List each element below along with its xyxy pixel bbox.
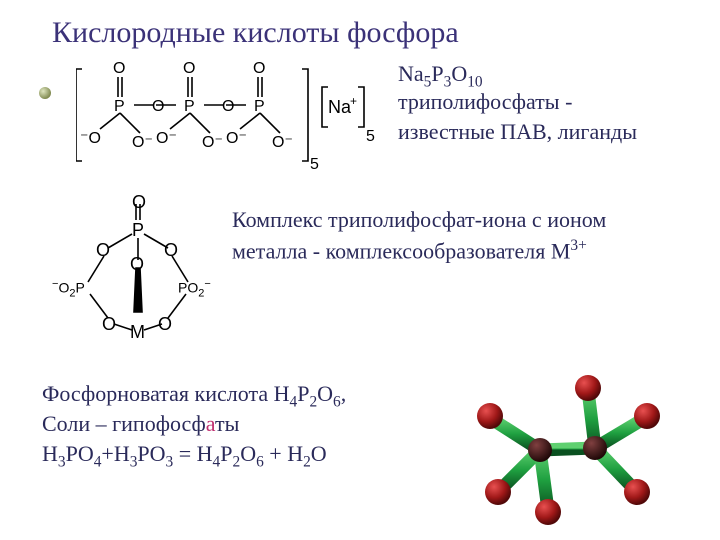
tpp-desc-2: известные ПАВ, лиганды	[398, 118, 637, 146]
hypo-line3: H3PO4+H3PO3 = H4P2O6 + H2O	[42, 440, 327, 472]
tpp-formula: Na5P3O10	[398, 60, 483, 92]
na-label: Na	[328, 97, 352, 117]
atom-o: O	[253, 60, 265, 77]
atom-p: P	[114, 98, 125, 115]
atom-ominus: O⁻	[156, 130, 177, 147]
molecule-3d	[430, 370, 700, 540]
page-title: Кислородные кислоты фосфора	[52, 16, 459, 50]
atom-p: P	[184, 98, 195, 115]
atom-o: O	[152, 98, 164, 115]
atom-o: O	[113, 60, 125, 77]
complex-line1: Комплекс триполифосфат-иона с ионом	[232, 206, 606, 234]
subscript-5: 5	[366, 128, 375, 145]
atom-ominus: O⁻	[202, 134, 223, 151]
atom-ominus: O⁻	[226, 130, 247, 147]
metal-complex-structure: O P O O O −O2P PO2− O O M	[58, 196, 218, 356]
subscript-5b: 5	[310, 156, 319, 170]
complex-line2: металла - комплексообразователя M3+	[232, 236, 587, 265]
atom-p: P	[254, 98, 265, 115]
hypo-line2: Соли – гипофосфаты	[42, 410, 239, 438]
triphosphate-structure: O P ⁻O O⁻ O O P O⁻ O⁻ O O P O⁻ O⁻ Na + 5…	[76, 60, 376, 170]
atom-ominus: O⁻	[132, 134, 153, 151]
atom-o: O	[183, 60, 195, 77]
atom-ominus: ⁻O	[80, 130, 101, 147]
atom-o: O	[222, 98, 234, 115]
hypo-line1: Фосфорноватая кислота H4P2O6,	[42, 380, 346, 412]
bullet-icon	[38, 86, 52, 100]
tpp-desc-1: триполифосфаты -	[398, 88, 572, 116]
na-plus: +	[350, 94, 357, 108]
atom-ominus: O⁻	[272, 134, 293, 151]
